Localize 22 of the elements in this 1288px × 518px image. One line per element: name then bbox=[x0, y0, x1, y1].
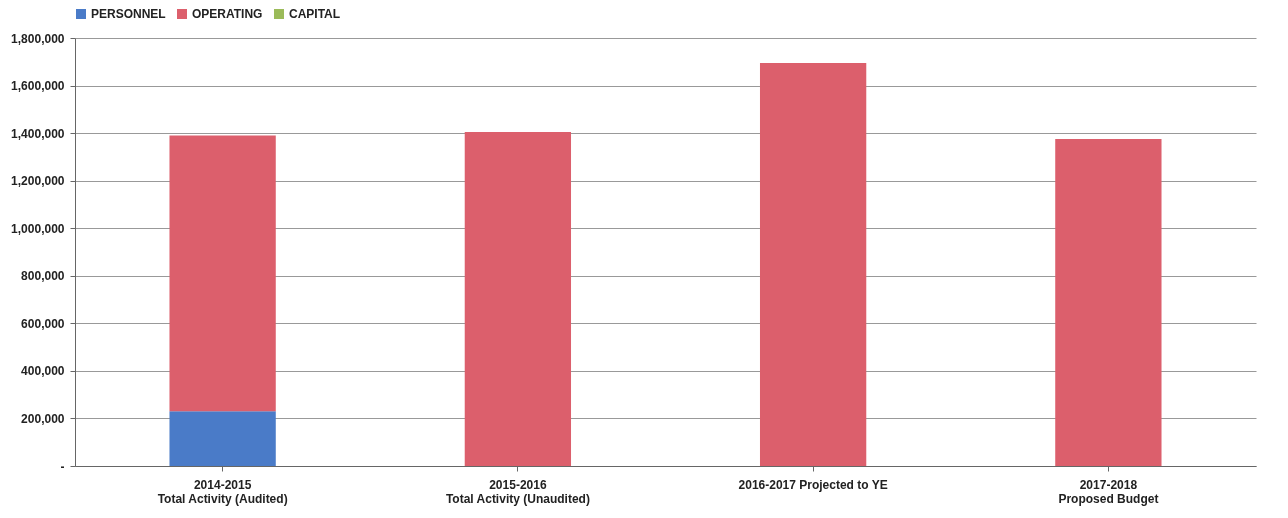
y-tick-label: 600,000 bbox=[21, 316, 65, 331]
legend-label: CAPITAL bbox=[289, 7, 341, 21]
y-tick-label: 1,000,000 bbox=[11, 221, 65, 236]
y-tick-label: 1,400,000 bbox=[11, 126, 65, 141]
bar bbox=[169, 411, 276, 466]
x-tick-label: 2015-2016 Total Activity (Unaudited) bbox=[445, 477, 590, 506]
y-tick-label: 1,200,000 bbox=[11, 174, 65, 189]
bar bbox=[169, 135, 276, 412]
x-tick-label: 2017-2018 Proposed Budget bbox=[1058, 477, 1159, 506]
bar bbox=[464, 131, 572, 466]
legend-label: OPERATING bbox=[192, 7, 263, 21]
y-tick-label: 400,000 bbox=[21, 364, 65, 379]
y-tick-label: - bbox=[60, 459, 65, 474]
y-tick-label: 1,600,000 bbox=[11, 79, 65, 94]
y-tick-label: 800,000 bbox=[21, 269, 65, 284]
x-tick-label: 2016-2017 Projected to YE bbox=[738, 477, 888, 492]
legend-label: PERSONNEL bbox=[91, 7, 166, 21]
x-tick-label: 2014-2015 Total Activity (Audited) bbox=[157, 477, 288, 506]
y-tick-label: 1,800,000 bbox=[11, 31, 65, 46]
y-tick-label: 200,000 bbox=[21, 411, 65, 426]
bar bbox=[1055, 139, 1162, 466]
bar bbox=[759, 62, 867, 466]
